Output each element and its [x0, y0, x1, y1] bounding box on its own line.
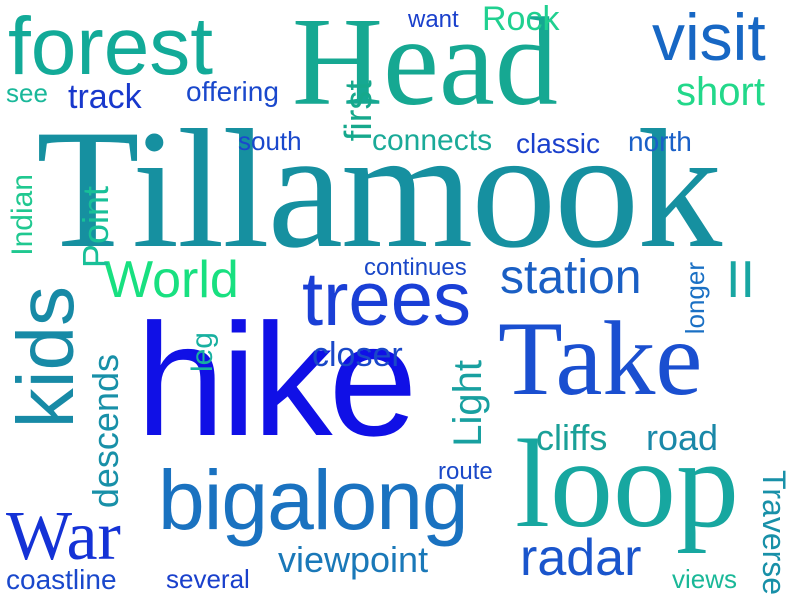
- word-connects: connects: [372, 124, 493, 157]
- word-road: road: [646, 417, 719, 458]
- word-descends: descends: [85, 354, 126, 509]
- word-offering: offering: [186, 76, 279, 107]
- word-tillamook: Tillamook: [36, 95, 722, 283]
- word-longer: longer: [680, 262, 710, 335]
- word-loop: loop: [515, 415, 740, 554]
- word-light: Light: [446, 360, 490, 447]
- word-several: several: [166, 564, 250, 594]
- word-classic: classic: [516, 128, 601, 159]
- word-head: Head: [292, 0, 558, 132]
- word-radar: radar: [520, 529, 642, 587]
- word-north: north: [628, 126, 692, 157]
- word-viewpoint: viewpoint: [278, 539, 429, 580]
- word-station: station: [500, 251, 642, 304]
- word-traverse: Traverse: [756, 470, 792, 596]
- word-kids: kids: [1, 286, 90, 429]
- word-ii: II: [726, 251, 755, 309]
- word-take: Take: [498, 300, 703, 417]
- word-coastline: coastline: [6, 564, 117, 595]
- word-bigalong: bigalong: [158, 453, 469, 547]
- word-hike: hike: [136, 290, 418, 469]
- word-point: Point: [75, 186, 116, 269]
- word-continues: continues: [364, 254, 467, 281]
- word-war: War: [6, 498, 121, 575]
- word-south: south: [238, 126, 302, 156]
- word-rock: Rock: [482, 0, 560, 38]
- word-closer: closer: [312, 336, 403, 374]
- word-world: World: [104, 251, 239, 309]
- word-see: see: [6, 78, 48, 108]
- word-indian: Indian: [6, 174, 39, 256]
- word-route: route: [438, 458, 493, 485]
- word-forest: forest: [8, 1, 214, 92]
- word-short: short: [676, 70, 765, 114]
- word-cliffs: cliffs: [536, 417, 608, 458]
- word-visit: visit: [652, 0, 766, 74]
- word-trees: trees: [302, 257, 471, 342]
- word-leg: leg: [186, 332, 219, 373]
- word-views: views: [672, 564, 738, 594]
- word-track: track: [68, 78, 142, 116]
- word-want: want: [408, 6, 459, 33]
